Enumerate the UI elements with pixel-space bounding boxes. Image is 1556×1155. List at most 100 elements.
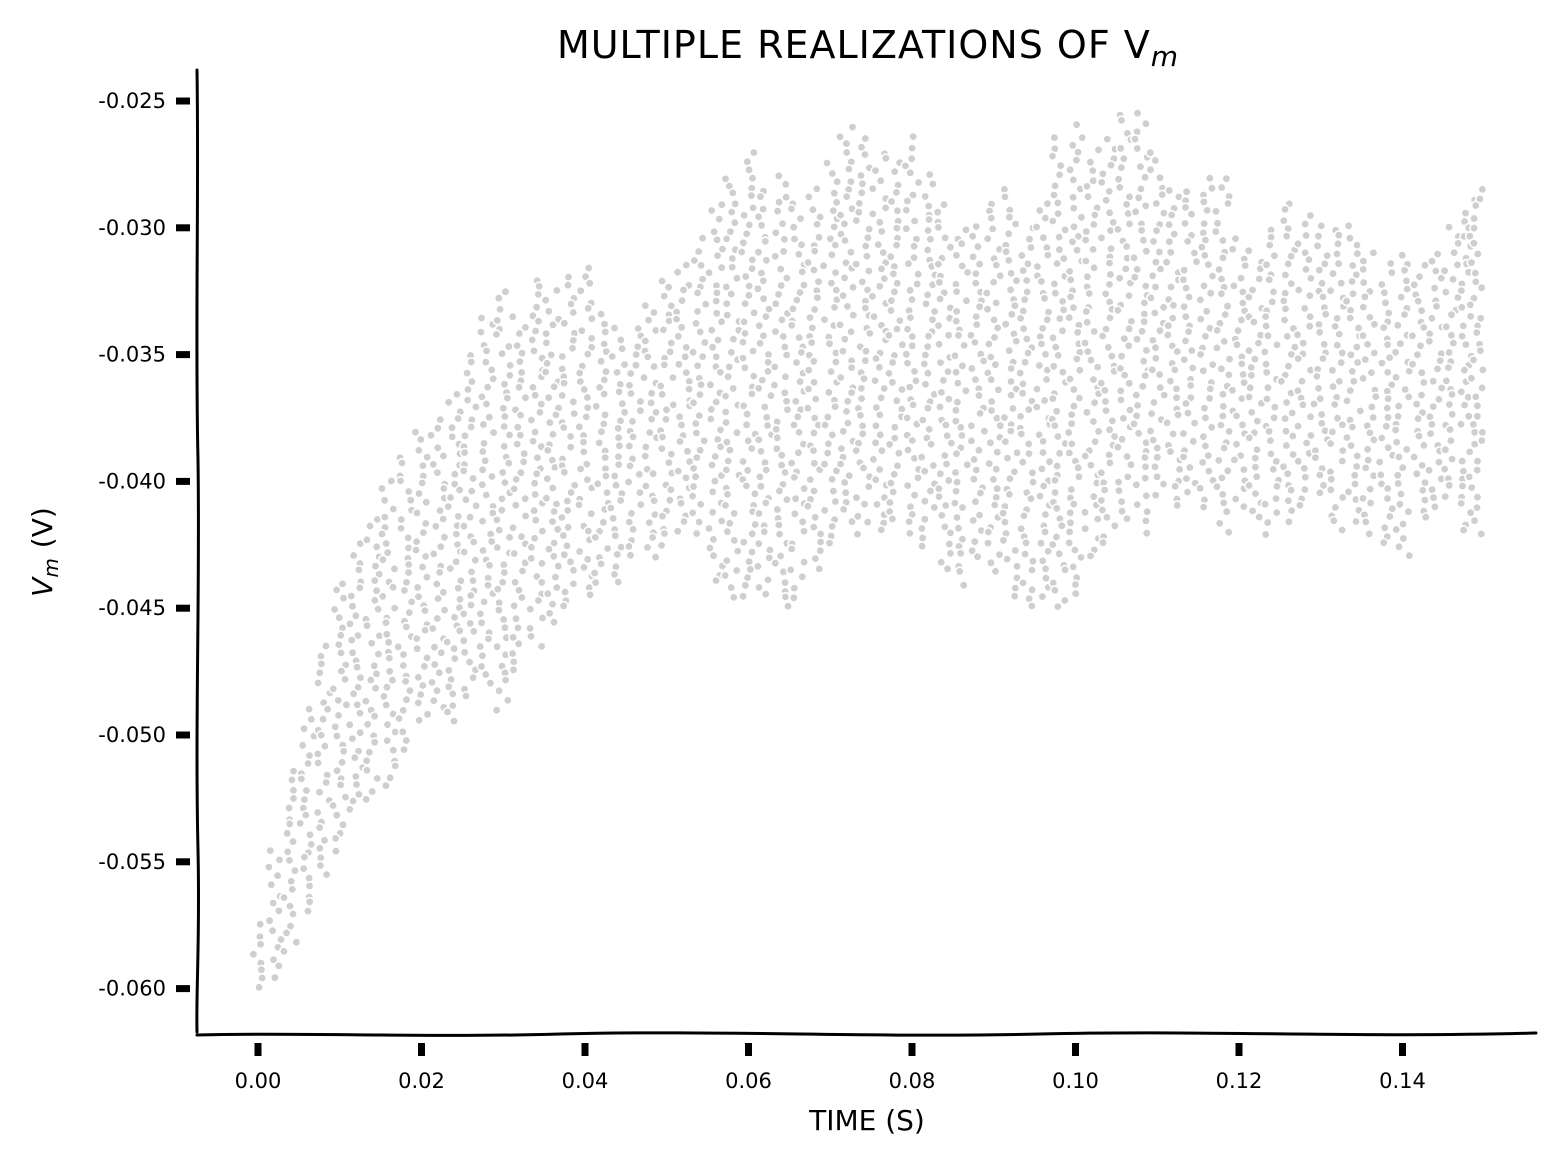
data-point (1076, 552, 1087, 563)
data-point (952, 477, 963, 488)
data-point (477, 479, 488, 490)
data-point (729, 217, 740, 228)
data-point (520, 392, 531, 403)
data-point (1370, 391, 1381, 402)
data-point (1269, 250, 1280, 261)
data-point (1005, 425, 1016, 436)
data-point (812, 292, 823, 303)
data-point (361, 755, 372, 766)
data-point (1052, 258, 1063, 269)
data-point (520, 322, 531, 333)
data-point (582, 349, 593, 360)
data-point (901, 223, 912, 234)
data-point (1218, 252, 1229, 263)
data-point (956, 238, 967, 249)
data-point (906, 294, 917, 305)
data-point (909, 366, 920, 377)
data-point (1180, 202, 1191, 213)
data-point (1170, 481, 1181, 492)
data-point (417, 460, 428, 471)
data-point (760, 236, 771, 247)
data-point (1414, 271, 1425, 282)
data-point (476, 312, 487, 323)
data-point (419, 661, 430, 672)
data-point (1409, 452, 1420, 463)
data-point (646, 388, 657, 399)
data-point (1189, 418, 1200, 429)
data-point (1350, 478, 1361, 489)
data-point (1314, 469, 1325, 480)
data-point (942, 563, 953, 574)
data-point (874, 409, 885, 420)
data-point (541, 337, 552, 348)
data-point (870, 437, 881, 448)
data-point (1200, 412, 1211, 423)
data-point (724, 518, 735, 529)
data-point (1328, 381, 1339, 392)
data-point (901, 349, 912, 360)
x-tick-label: 0.12 (1216, 1069, 1263, 1093)
data-point (1135, 161, 1146, 172)
data-point (451, 556, 462, 567)
data-point (1116, 115, 1127, 126)
data-point (1048, 332, 1059, 343)
data-point (605, 502, 616, 513)
data-point (1477, 364, 1488, 375)
data-point (998, 535, 1009, 546)
data-point (739, 362, 750, 373)
data-point (1299, 463, 1310, 474)
data-point (596, 356, 607, 367)
data-point (1082, 346, 1093, 357)
data-point (496, 493, 507, 504)
data-point (676, 419, 687, 430)
data-point (1207, 271, 1218, 282)
data-point (1382, 367, 1393, 378)
data-point (1278, 215, 1289, 226)
data-point (781, 349, 792, 360)
data-point (970, 496, 981, 507)
data-point (1068, 192, 1079, 203)
data-point (855, 410, 866, 421)
data-point (909, 216, 920, 227)
data-point (609, 470, 620, 481)
data-point (986, 213, 997, 224)
data-point (1047, 539, 1058, 550)
data-point (831, 285, 842, 296)
data-point (1272, 339, 1283, 350)
data-point (731, 565, 742, 576)
data-point (656, 443, 667, 454)
data-point (1230, 493, 1241, 504)
data-point (659, 359, 670, 370)
data-point (1126, 459, 1137, 470)
data-point (536, 558, 547, 569)
data-point (1063, 427, 1074, 438)
data-point (967, 231, 978, 242)
data-point (1315, 393, 1326, 404)
data-point (493, 605, 504, 616)
data-point (646, 414, 657, 425)
data-point (1068, 384, 1079, 395)
data-point (464, 657, 475, 668)
data-point (530, 427, 541, 438)
data-point (642, 351, 653, 362)
data-point (1313, 383, 1324, 394)
data-point (781, 273, 792, 284)
data-point (773, 519, 784, 530)
data-point (1152, 471, 1163, 482)
data-point (462, 384, 473, 395)
data-point (970, 278, 981, 289)
data-point (574, 546, 585, 557)
data-point (264, 915, 275, 926)
data-point (982, 538, 993, 549)
data-point (891, 395, 902, 406)
data-point (1088, 491, 1099, 502)
data-point (1259, 346, 1270, 357)
data-point (986, 405, 997, 416)
data-point (497, 577, 508, 588)
data-point (1332, 313, 1343, 324)
data-point (1043, 546, 1054, 557)
data-point (381, 699, 392, 710)
data-point (1132, 108, 1143, 119)
data-point (511, 474, 522, 485)
data-point (1261, 320, 1272, 331)
